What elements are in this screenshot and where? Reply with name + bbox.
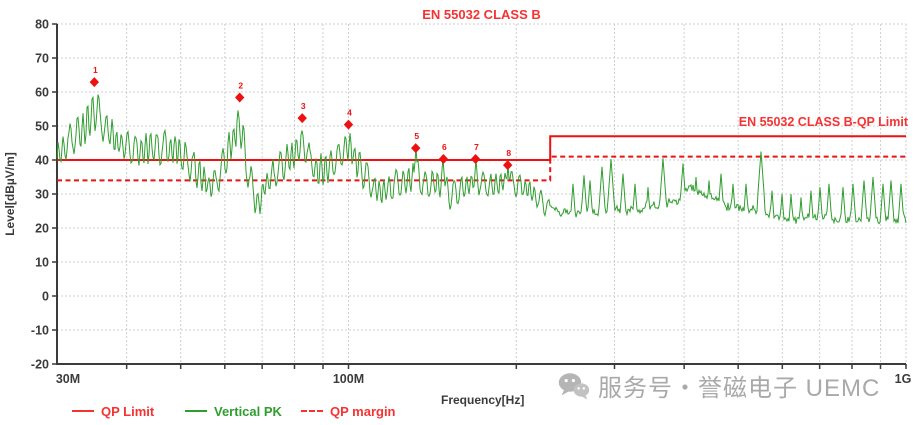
watermark: 服务号・誉磁电子 UEMC	[558, 368, 880, 403]
peak-marker	[234, 92, 245, 103]
x-axis-title: Frequency[Hz]	[441, 393, 525, 407]
peak-marker	[411, 143, 421, 154]
y-tick-label: 20	[35, 222, 49, 236]
y-tick-label: 70	[35, 52, 49, 66]
legend-label-qp-margin: QP margin	[330, 403, 396, 419]
peak-marker	[438, 153, 449, 164]
qp-limit-line	[57, 135, 906, 161]
y-tick-label: -20	[31, 358, 49, 372]
peak-marker-number: 7	[474, 142, 479, 152]
wechat-icon	[558, 372, 590, 399]
y-tick-label: 30	[35, 188, 49, 202]
legend-label-vertical-pk: Vertical PK	[214, 403, 282, 419]
peak-marker-number: 1	[93, 65, 98, 75]
legend-item-qp-margin: QP margin	[301, 402, 396, 420]
legend: QP Limit Vertical PK QP margin	[0, 402, 924, 422]
peak-marker	[343, 119, 354, 130]
peak-marker-number: 8	[506, 148, 511, 158]
y-tick-label: 50	[35, 120, 49, 134]
legend-item-vertical-pk: Vertical PK	[185, 402, 282, 420]
x-tick-label: 1G	[895, 372, 912, 386]
qp-margin-swatch	[301, 410, 323, 412]
y-tick-label: -10	[31, 324, 49, 338]
y-tick-label: 10	[35, 256, 49, 270]
x-tick-label: 100M	[333, 372, 364, 386]
legend-item-qp-limit: QP Limit	[72, 402, 154, 420]
y-tick-label: 0	[42, 290, 49, 304]
qp-limit-swatch	[72, 410, 94, 412]
vertical-pk-trace	[56, 94, 907, 225]
x-tick-label: 30M	[56, 372, 80, 386]
peak-marker-number: 4	[347, 108, 352, 118]
vertical-pk-swatch	[185, 410, 207, 412]
legend-label-qp-limit: QP Limit	[101, 403, 155, 419]
qp-limit-line-label: EN 55032 CLASS B-QP Limit	[738, 115, 908, 129]
chart-title: EN 55032 CLASS B	[422, 7, 541, 22]
peak-marker-number: 6	[442, 142, 447, 152]
peak-marker	[297, 113, 307, 124]
y-tick-label: 80	[35, 18, 49, 32]
y-tick-label: 40	[35, 154, 49, 168]
peak-marker	[89, 77, 100, 88]
watermark-text: 服务号・誉磁电子 UEMC	[598, 375, 881, 402]
peak-marker-number: 3	[301, 101, 306, 111]
peak-marker	[503, 160, 513, 171]
peak-marker-number: 2	[238, 80, 243, 90]
y-axis-title: Level[dBµV/m]	[3, 152, 17, 236]
peak-marker	[470, 153, 481, 164]
peak-marker-number: 5	[414, 131, 419, 141]
qp-margin-line	[57, 155, 906, 182]
y-tick-label: 60	[35, 86, 49, 100]
